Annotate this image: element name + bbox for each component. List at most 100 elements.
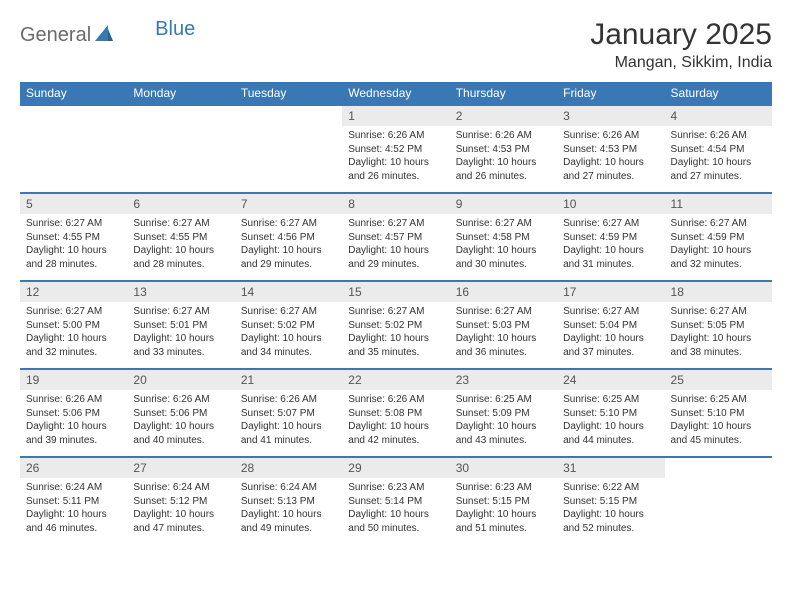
daylight-line2: and 41 minutes. (241, 434, 336, 448)
sunset: Sunset: 4:53 PM (456, 143, 551, 157)
day-number: 1 (342, 106, 449, 126)
sunrise: Sunrise: 6:25 AM (456, 393, 551, 407)
daylight-line1: Daylight: 10 hours (133, 420, 228, 434)
day-details: Sunrise: 6:27 AMSunset: 4:55 PMDaylight:… (20, 214, 127, 277)
daylight-line1: Daylight: 10 hours (241, 420, 336, 434)
daylight-line2: and 29 minutes. (241, 258, 336, 272)
title-block: January 2025 Mangan, Sikkim, India (590, 18, 772, 72)
daylight-line1: Daylight: 10 hours (348, 244, 443, 258)
sail-icon (95, 25, 113, 46)
day-details: Sunrise: 6:23 AMSunset: 5:15 PMDaylight:… (450, 478, 557, 541)
day-details: Sunrise: 6:26 AMSunset: 4:52 PMDaylight:… (342, 126, 449, 189)
calendar-day: 6Sunrise: 6:27 AMSunset: 4:55 PMDaylight… (127, 193, 234, 281)
sunrise: Sunrise: 6:27 AM (456, 217, 551, 231)
day-header: Monday (127, 82, 234, 105)
day-number: 29 (342, 458, 449, 478)
sunset: Sunset: 5:00 PM (26, 319, 121, 333)
logo-text-2: Blue (155, 18, 195, 41)
day-details: Sunrise: 6:26 AMSunset: 4:53 PMDaylight:… (557, 126, 664, 189)
day-details: Sunrise: 6:27 AMSunset: 4:59 PMDaylight:… (557, 214, 664, 277)
calendar-day: .. (20, 105, 127, 193)
sunset: Sunset: 4:59 PM (671, 231, 766, 245)
sunrise: Sunrise: 6:27 AM (26, 217, 121, 231)
calendar-day: 14Sunrise: 6:27 AMSunset: 5:02 PMDayligh… (235, 281, 342, 369)
day-details: Sunrise: 6:27 AMSunset: 4:56 PMDaylight:… (235, 214, 342, 277)
calendar-day: 15Sunrise: 6:27 AMSunset: 5:02 PMDayligh… (342, 281, 449, 369)
daylight-line1: Daylight: 10 hours (241, 244, 336, 258)
day-header: Saturday (665, 82, 772, 105)
sunrise: Sunrise: 6:27 AM (348, 217, 443, 231)
calendar-day: .. (235, 105, 342, 193)
day-number: 4 (665, 106, 772, 126)
sunset: Sunset: 5:05 PM (671, 319, 766, 333)
calendar-day: 20Sunrise: 6:26 AMSunset: 5:06 PMDayligh… (127, 369, 234, 457)
calendar-week: 12Sunrise: 6:27 AMSunset: 5:00 PMDayligh… (20, 281, 772, 369)
day-number: 10 (557, 194, 664, 214)
sunset: Sunset: 5:02 PM (348, 319, 443, 333)
day-number: 3 (557, 106, 664, 126)
calendar-day: 17Sunrise: 6:27 AMSunset: 5:04 PMDayligh… (557, 281, 664, 369)
daylight-line1: Daylight: 10 hours (26, 420, 121, 434)
day-details: Sunrise: 6:26 AMSunset: 5:07 PMDaylight:… (235, 390, 342, 453)
day-details: Sunrise: 6:24 AMSunset: 5:12 PMDaylight:… (127, 478, 234, 541)
sunset: Sunset: 4:55 PM (26, 231, 121, 245)
sunrise: Sunrise: 6:27 AM (348, 305, 443, 319)
calendar-day: 10Sunrise: 6:27 AMSunset: 4:59 PMDayligh… (557, 193, 664, 281)
sunrise: Sunrise: 6:22 AM (563, 481, 658, 495)
daylight-line2: and 26 minutes. (348, 170, 443, 184)
daylight-line1: Daylight: 10 hours (133, 244, 228, 258)
day-header: Thursday (450, 82, 557, 105)
page-title: January 2025 (590, 18, 772, 52)
day-details: Sunrise: 6:27 AMSunset: 5:04 PMDaylight:… (557, 302, 664, 365)
daylight-line2: and 27 minutes. (563, 170, 658, 184)
logo: General Blue (20, 18, 195, 47)
daylight-line1: Daylight: 10 hours (563, 156, 658, 170)
daylight-line1: Daylight: 10 hours (456, 244, 551, 258)
sunset: Sunset: 5:14 PM (348, 495, 443, 509)
day-details: Sunrise: 6:27 AMSunset: 5:01 PMDaylight:… (127, 302, 234, 365)
sunset: Sunset: 5:10 PM (563, 407, 658, 421)
daylight-line1: Daylight: 10 hours (26, 332, 121, 346)
calendar-day: 16Sunrise: 6:27 AMSunset: 5:03 PMDayligh… (450, 281, 557, 369)
sunset: Sunset: 5:02 PM (241, 319, 336, 333)
day-details: Sunrise: 6:23 AMSunset: 5:14 PMDaylight:… (342, 478, 449, 541)
day-number: 26 (20, 458, 127, 478)
day-header: Friday (557, 82, 664, 105)
day-number: 9 (450, 194, 557, 214)
daylight-line1: Daylight: 10 hours (671, 244, 766, 258)
day-header: Tuesday (235, 82, 342, 105)
day-number: 28 (235, 458, 342, 478)
day-number: 27 (127, 458, 234, 478)
daylight-line2: and 52 minutes. (563, 522, 658, 536)
day-number: 7 (235, 194, 342, 214)
day-number: 31 (557, 458, 664, 478)
calendar-day: .. (127, 105, 234, 193)
daylight-line2: and 27 minutes. (671, 170, 766, 184)
daylight-line1: Daylight: 10 hours (563, 420, 658, 434)
calendar-day: 3Sunrise: 6:26 AMSunset: 4:53 PMDaylight… (557, 105, 664, 193)
daylight-line2: and 26 minutes. (456, 170, 551, 184)
day-number: 20 (127, 370, 234, 390)
daylight-line2: and 28 minutes. (26, 258, 121, 272)
daylight-line1: Daylight: 10 hours (456, 420, 551, 434)
day-details: Sunrise: 6:26 AMSunset: 5:06 PMDaylight:… (20, 390, 127, 453)
calendar-day: 5Sunrise: 6:27 AMSunset: 4:55 PMDaylight… (20, 193, 127, 281)
daylight-line1: Daylight: 10 hours (241, 332, 336, 346)
daylight-line1: Daylight: 10 hours (563, 244, 658, 258)
daylight-line1: Daylight: 10 hours (133, 508, 228, 522)
sunset: Sunset: 4:55 PM (133, 231, 228, 245)
daylight-line2: and 33 minutes. (133, 346, 228, 360)
sunset: Sunset: 5:07 PM (241, 407, 336, 421)
sunrise: Sunrise: 6:26 AM (348, 393, 443, 407)
day-header: Wednesday (342, 82, 449, 105)
sunset: Sunset: 5:15 PM (456, 495, 551, 509)
sunrise: Sunrise: 6:26 AM (563, 129, 658, 143)
daylight-line2: and 45 minutes. (671, 434, 766, 448)
daylight-line2: and 51 minutes. (456, 522, 551, 536)
day-number: 12 (20, 282, 127, 302)
day-details: Sunrise: 6:25 AMSunset: 5:10 PMDaylight:… (557, 390, 664, 453)
calendar-day: 12Sunrise: 6:27 AMSunset: 5:00 PMDayligh… (20, 281, 127, 369)
sunset: Sunset: 5:13 PM (241, 495, 336, 509)
day-details: Sunrise: 6:26 AMSunset: 5:08 PMDaylight:… (342, 390, 449, 453)
calendar-day: 8Sunrise: 6:27 AMSunset: 4:57 PMDaylight… (342, 193, 449, 281)
